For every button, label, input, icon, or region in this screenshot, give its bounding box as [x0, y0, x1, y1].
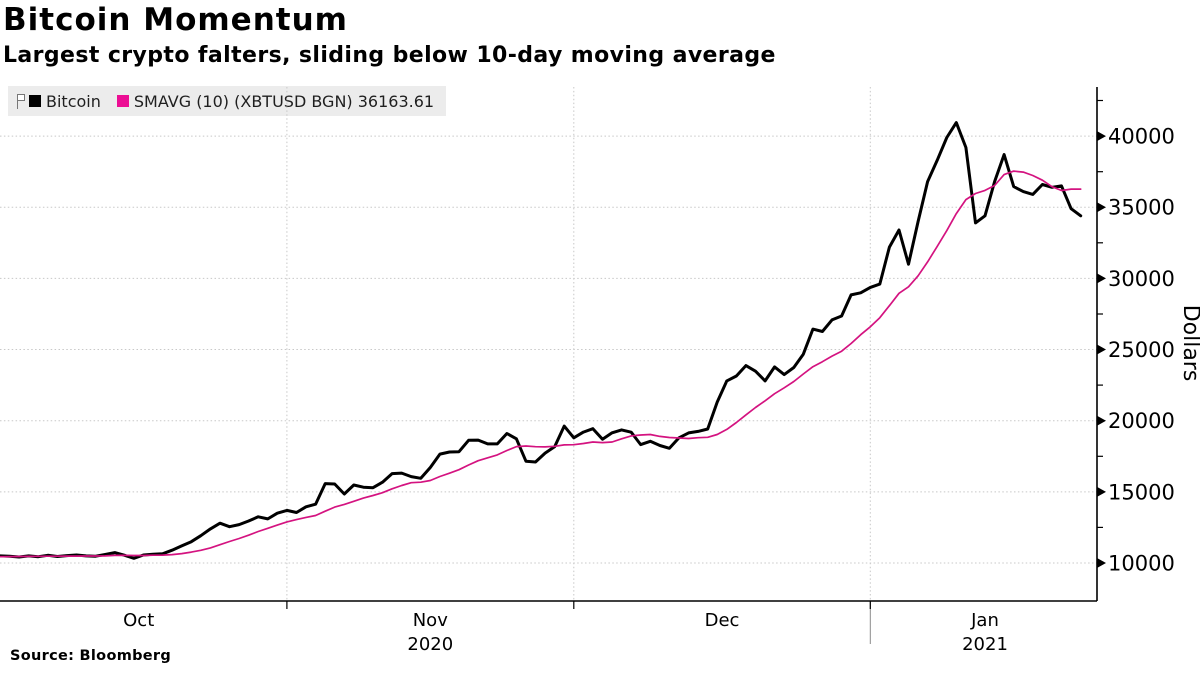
chart-legend: Bitcoin SMAVG (10) (XBTUSD BGN) 36163.61: [8, 86, 447, 116]
y-tick-arrow: [1097, 486, 1106, 497]
month-label: Jan: [970, 610, 999, 631]
y-tick-label: 35000: [1108, 196, 1175, 220]
y-tick-arrow: [1097, 415, 1106, 426]
source-attribution: Source: Bloomberg: [10, 648, 172, 664]
y-tick-label: 30000: [1108, 267, 1175, 291]
price-chart: 10000 15000 20000 25000 30000 35000 40000 Oct No…: [0, 87, 1200, 655]
month-label: Nov: [413, 610, 448, 631]
y-tick-arrow: [1097, 344, 1106, 355]
year-label: 2020: [407, 634, 453, 655]
y-tick-arrow: [1097, 558, 1106, 568]
smavg-line: [0, 170, 1082, 558]
y-tick-label: 40000: [1108, 125, 1175, 149]
legend-swatch-bitcoin: [29, 95, 41, 107]
legend-item-bitcoin[interactable]: Bitcoin: [29, 92, 101, 111]
y-tick-label: 25000: [1108, 338, 1175, 362]
legend-swatch-smavg: [116, 95, 129, 107]
legend-flag-icon[interactable]: [14, 92, 26, 110]
y-tick-arrow: [1097, 273, 1106, 284]
y-tick-label: 15000: [1108, 480, 1175, 504]
page-title: Bitcoin Momentum: [3, 2, 348, 38]
legend-label-bitcoin: Bitcoin: [46, 91, 101, 111]
month-label: Dec: [705, 610, 740, 631]
y-axis-title: Dollars: [1178, 305, 1200, 382]
legend-item-smavg[interactable]: SMAVG (10) (XBTUSD BGN) 36163.61: [116, 91, 435, 111]
bitcoin-line: [0, 121, 1083, 560]
y-tick-label: 20000: [1108, 409, 1175, 433]
month-label: Oct: [123, 610, 154, 631]
y-tick-label: 10000: [1108, 552, 1175, 576]
year-label: 2021: [962, 634, 1008, 655]
y-tick-arrow: [1097, 202, 1106, 213]
y-tick-arrow: [1097, 131, 1106, 142]
legend-label-smavg: SMAVG (10) (XBTUSD BGN) 36163.61: [133, 91, 435, 111]
page-subtitle: Largest crypto falters, sliding below 10…: [3, 43, 776, 68]
